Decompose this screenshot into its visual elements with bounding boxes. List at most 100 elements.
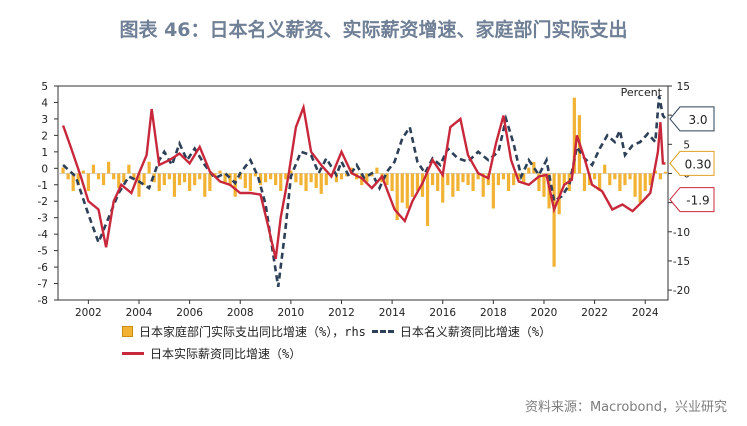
- bar-household-spending: [572, 97, 576, 174]
- bar-household-spending: [522, 173, 526, 183]
- bar-household-spending: [598, 173, 602, 191]
- bar-household-spending: [284, 173, 288, 180]
- bar-household-spending: [294, 173, 298, 183]
- bar-household-spending: [582, 173, 587, 191]
- y-right-tick-label: -20: [673, 285, 690, 297]
- source-note: 资料来源：Macrobond，兴业研究: [524, 400, 727, 415]
- bar-household-spending: [527, 167, 531, 174]
- bar-household-spending: [436, 173, 440, 191]
- chart-title: 图表 46：日本名义薪资、实际薪资增速、家庭部门实际支出: [119, 19, 628, 41]
- bar-household-spending: [188, 173, 192, 191]
- bar-household-spending: [91, 164, 96, 174]
- bar-household-spending: [451, 173, 455, 197]
- x-tick-label: 2004: [126, 307, 153, 319]
- bar-household-spending: [299, 173, 303, 186]
- bar-household-spending: [193, 173, 197, 186]
- bar-household-spending: [203, 173, 207, 197]
- y-left-tick-label: -2: [38, 196, 48, 208]
- legend-row-1: 日本家庭部门实际支出同比增速（%），rhs 日本名义薪资同比增速（%）: [122, 323, 551, 340]
- y-left-tick-label: 0: [41, 163, 48, 175]
- y-left-tick-label: 2: [41, 130, 48, 142]
- x-tick-label: 2010: [277, 307, 304, 319]
- bar-household-spending: [592, 173, 597, 180]
- bar-household-spending: [608, 173, 612, 186]
- bar-household-spending: [127, 164, 131, 174]
- y-left-tick-label: -1: [38, 180, 48, 192]
- legend-swatch-bars: [122, 326, 133, 337]
- bar-household-spending: [208, 173, 212, 191]
- bar-household-spending: [112, 173, 116, 180]
- y-left-tick-label: -6: [38, 262, 49, 274]
- plot-frame: [57, 85, 669, 301]
- bar-household-spending: [370, 173, 374, 177]
- bar-household-spending: [324, 173, 328, 186]
- bar-household-spending: [476, 173, 480, 180]
- bar-household-spending: [182, 173, 187, 183]
- end-label-value: 0.30: [685, 157, 712, 171]
- bar-household-spending: [506, 173, 511, 191]
- bar-household-spending: [66, 173, 70, 180]
- bar-household-spending: [638, 173, 642, 203]
- bar-household-spending: [279, 173, 283, 191]
- bar-household-spending: [385, 173, 389, 186]
- end-label-value: 3.0: [688, 113, 707, 127]
- legend-label-nominal: 日本名义薪资同比增速（%）: [399, 325, 552, 339]
- bar-household-spending: [441, 173, 445, 203]
- y-left-tick-label: -7: [38, 279, 48, 291]
- bar-household-spending: [228, 173, 232, 186]
- end-label-flag: [669, 187, 715, 213]
- bar-household-spending: [218, 170, 222, 174]
- y-left-tick-label: -4: [38, 229, 49, 241]
- bar-household-spending: [177, 173, 182, 186]
- bar-household-spending: [481, 173, 485, 197]
- bar-household-spending: [628, 173, 632, 180]
- y-left-tick-label: 3: [41, 114, 48, 126]
- bar-household-spending: [243, 173, 247, 189]
- bar-household-spending: [542, 173, 546, 197]
- bar-household-spending: [248, 173, 252, 191]
- bar-household-spending: [613, 173, 617, 180]
- bar-household-spending: [117, 173, 121, 189]
- x-tick-label: 2018: [480, 307, 507, 319]
- bar-household-spending: [142, 173, 146, 186]
- bar-household-spending: [107, 161, 111, 174]
- bar-household-spending: [491, 173, 495, 209]
- bar-household-spending: [269, 173, 273, 180]
- bar-household-spending: [61, 167, 65, 174]
- bar-household-spending: [263, 173, 268, 183]
- bar-household-spending: [461, 173, 465, 183]
- y-left-tick-label: -5: [38, 246, 48, 258]
- legend-label-bars: 日本家庭部门实际支出同比增速（%），rhs: [139, 325, 366, 339]
- bar-household-spending: [167, 173, 171, 180]
- bar-household-spending: [238, 173, 242, 180]
- bar-household-spending: [532, 161, 536, 174]
- bar-household-spending: [344, 173, 349, 177]
- bar-household-spending: [512, 173, 516, 186]
- y-right-tick-label: -10: [673, 227, 690, 239]
- x-tick-label: 2012: [328, 307, 355, 319]
- bar-household-spending: [86, 173, 90, 191]
- bar-household-spending: [172, 173, 177, 197]
- bar-household-spending: [557, 173, 561, 215]
- bar-household-spending: [223, 173, 227, 183]
- bar-household-spending: [81, 170, 85, 174]
- legend-swatch-real: [122, 352, 144, 355]
- bar-household-spending: [132, 173, 136, 180]
- bar-household-spending: [390, 173, 394, 191]
- y-right-tick-label: 5: [683, 139, 690, 151]
- x-tick-label: 2020: [531, 307, 558, 319]
- bar-household-spending: [501, 173, 506, 180]
- series-line-real-wages: [61, 102, 666, 260]
- x-tick-label: 2022: [581, 307, 608, 319]
- bar-household-spending: [289, 170, 293, 174]
- bar-household-spending: [643, 173, 647, 191]
- bar-household-spending: [663, 171, 668, 174]
- bar-household-spending: [395, 173, 399, 221]
- y-right-tick-label: 15: [677, 81, 690, 93]
- legend-label-real: 日本实际薪资同比增速（%）: [150, 347, 302, 361]
- bar-household-spending: [410, 173, 414, 197]
- x-tick-label: 2006: [176, 307, 203, 319]
- y-right-axis-label: Percent: [621, 86, 663, 99]
- bar-household-spending: [446, 173, 450, 186]
- x-tick-label: 2008: [227, 307, 254, 319]
